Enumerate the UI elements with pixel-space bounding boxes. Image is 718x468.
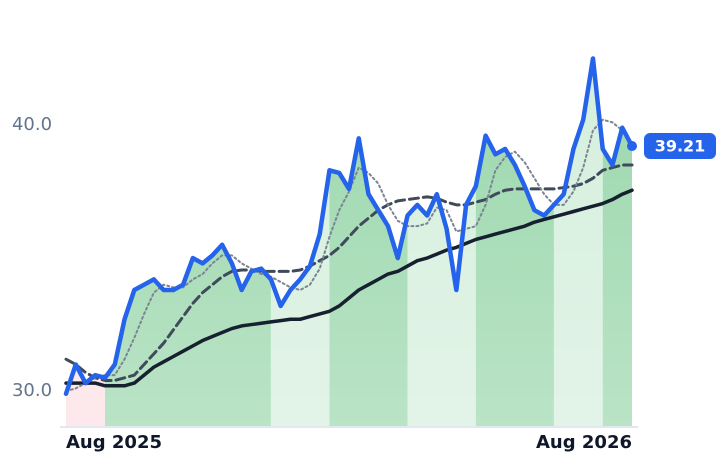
series-line	[64, 188, 634, 388]
x-tick-label: Aug 2025	[66, 432, 162, 453]
x-tick-label: Aug 2026	[536, 432, 632, 453]
lines	[63, 56, 635, 396]
y-tick-label: 40.0	[12, 114, 52, 135]
labels: 30.0 40.0 Aug 2025 Aug 2026 39.21	[12, 114, 716, 453]
last-value-label: 39.21	[655, 137, 706, 156]
series-line	[63, 56, 635, 396]
last-point	[627, 141, 637, 152]
y-tick-label: 30.0	[12, 380, 52, 401]
series-line	[64, 163, 634, 382]
last-value-badge	[644, 133, 716, 160]
